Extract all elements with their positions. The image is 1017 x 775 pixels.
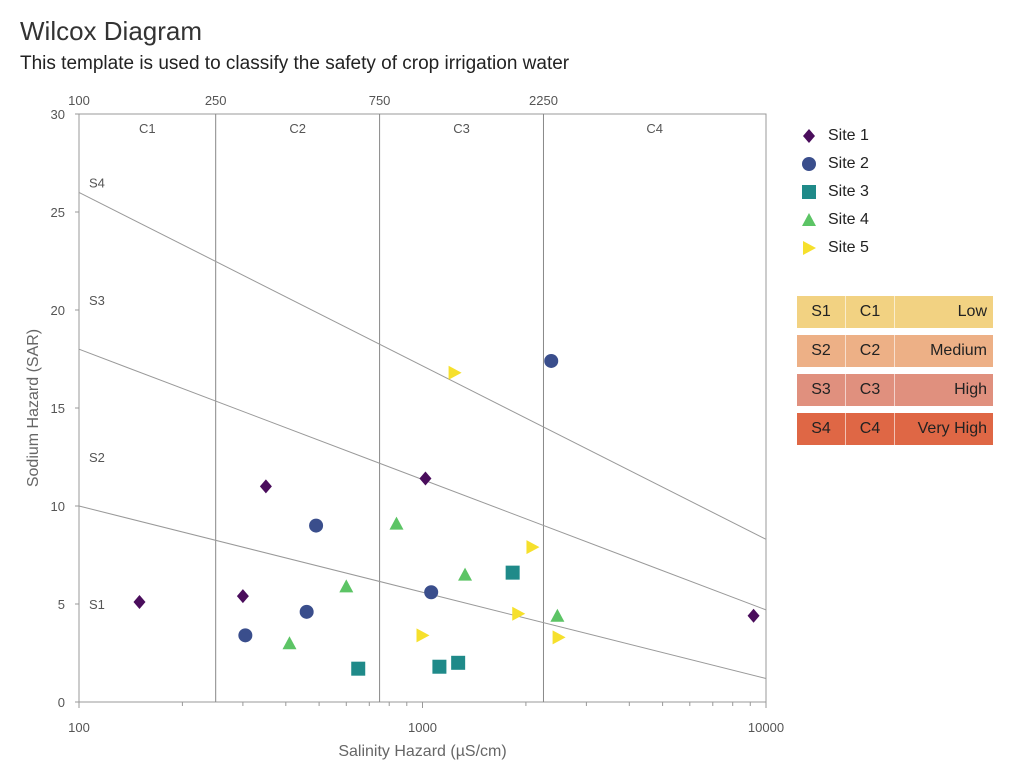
data-point	[552, 630, 566, 645]
classification-row: S3 C3 High	[797, 374, 993, 406]
classification-c-class: C2	[846, 335, 895, 367]
classification-row: S1 C1 Low	[797, 296, 993, 328]
legend-marker-shape	[802, 185, 816, 199]
y-tick-label: 0	[58, 695, 65, 710]
data-point	[544, 353, 559, 368]
classification-table: S1 C1 Low S2 C2 Medium S3 C3 High S4 C4 Very High	[797, 296, 993, 452]
chart-subtitle: This template is used to classify the sa…	[20, 53, 570, 74]
salinity-class-label: C2	[289, 121, 306, 136]
sodium-class-line	[78, 191, 767, 540]
data-point	[512, 606, 526, 621]
data-point	[451, 655, 466, 670]
top-axis-tick-label: 2250	[529, 93, 558, 108]
data-point	[339, 579, 354, 593]
sodium-class-label: S1	[89, 597, 105, 612]
legend-item: Site 1	[800, 122, 869, 150]
series-4	[282, 516, 565, 650]
classification-quality: High	[954, 381, 987, 398]
sodium-class-label: S2	[89, 450, 105, 465]
series-1	[133, 471, 760, 623]
classification-row: S2 C2 Medium	[797, 335, 993, 367]
classification-row: S4 C4 Very High	[797, 413, 993, 445]
series-3	[351, 565, 520, 676]
classification-s-class: S2	[797, 335, 846, 367]
legend-marker-shape	[802, 157, 816, 171]
data-point	[505, 565, 520, 580]
top-axis-tick-label: 100	[68, 93, 90, 108]
legend-marker	[802, 185, 816, 199]
data-point	[389, 516, 404, 530]
classification-quality: Medium	[930, 342, 987, 359]
legend-label: Site 5	[828, 239, 869, 256]
data-point	[351, 661, 366, 676]
y-tick-label: 30	[51, 107, 65, 122]
x-tick-label: 10000	[748, 720, 784, 735]
legend-item: Site 5	[800, 234, 869, 262]
legend-label: Site 4	[828, 211, 869, 228]
data-point	[550, 608, 565, 622]
top-axis-tick-label: 250	[205, 93, 227, 108]
data-point	[309, 518, 324, 533]
data-point	[448, 365, 462, 380]
legend-marker-shape	[803, 241, 816, 255]
legend-marker-shape	[802, 213, 816, 226]
data-point	[299, 604, 314, 619]
data-point	[416, 628, 430, 643]
x-tick-label: 100	[68, 720, 90, 735]
legend-label: Site 2	[828, 155, 869, 172]
y-tick-label: 25	[51, 205, 65, 220]
classification-s-class: S1	[797, 296, 846, 328]
classification-s-class: S4	[797, 413, 846, 445]
data-point	[282, 636, 297, 650]
legend-label: Site 3	[828, 183, 869, 200]
salinity-class-label: C3	[453, 121, 470, 136]
x-axis-title: Salinity Hazard (µS/cm)	[338, 743, 506, 760]
plot-area	[78, 113, 767, 703]
top-axis-tick-label: 750	[369, 93, 391, 108]
y-tick-label: 20	[51, 303, 65, 318]
data-point	[259, 479, 272, 494]
classification-c-class: C1	[846, 296, 895, 328]
legend-label: Site 1	[828, 127, 869, 144]
sodium-class-label: S3	[89, 293, 105, 308]
series-2	[238, 353, 559, 643]
legend-item: Site 2	[800, 150, 869, 178]
data-point	[432, 659, 447, 674]
classification-c-class: C3	[846, 374, 895, 406]
y-tick-label: 10	[51, 499, 65, 514]
series-5	[416, 365, 566, 645]
sodium-class-label: S4	[89, 176, 105, 191]
data-point	[747, 608, 760, 623]
salinity-class-label: C1	[139, 121, 156, 136]
salinity-class-label: C4	[646, 121, 663, 136]
data-point	[458, 567, 473, 581]
data-point	[419, 471, 432, 486]
legend-marker	[803, 129, 815, 143]
legend-item: Site 3	[800, 178, 869, 206]
chart-legend: Site 1 Site 2 Site 3 Site 4 Site 5	[800, 122, 869, 262]
data-point	[133, 595, 146, 610]
y-tick-label: 5	[58, 597, 65, 612]
classification-quality: Low	[957, 303, 987, 320]
sodium-class-line	[78, 505, 767, 679]
chart-title: Wilcox Diagram	[20, 16, 203, 46]
y-tick-label: 15	[51, 401, 65, 416]
classification-quality: Very High	[917, 420, 987, 437]
classification-c-class: C4	[846, 413, 895, 445]
data-point	[526, 540, 540, 555]
legend-marker-shape	[803, 129, 815, 143]
legend-item: Site 4	[800, 206, 869, 234]
data-point	[424, 585, 439, 600]
y-axis-title: Sodium Hazard (SAR)	[25, 329, 42, 487]
classification-s-class: S3	[797, 374, 846, 406]
data-point	[238, 628, 253, 643]
x-tick-label: 1000	[408, 720, 437, 735]
legend-marker	[802, 157, 816, 171]
legend-marker	[802, 213, 816, 226]
legend-marker	[803, 241, 816, 255]
data-point	[236, 589, 249, 604]
